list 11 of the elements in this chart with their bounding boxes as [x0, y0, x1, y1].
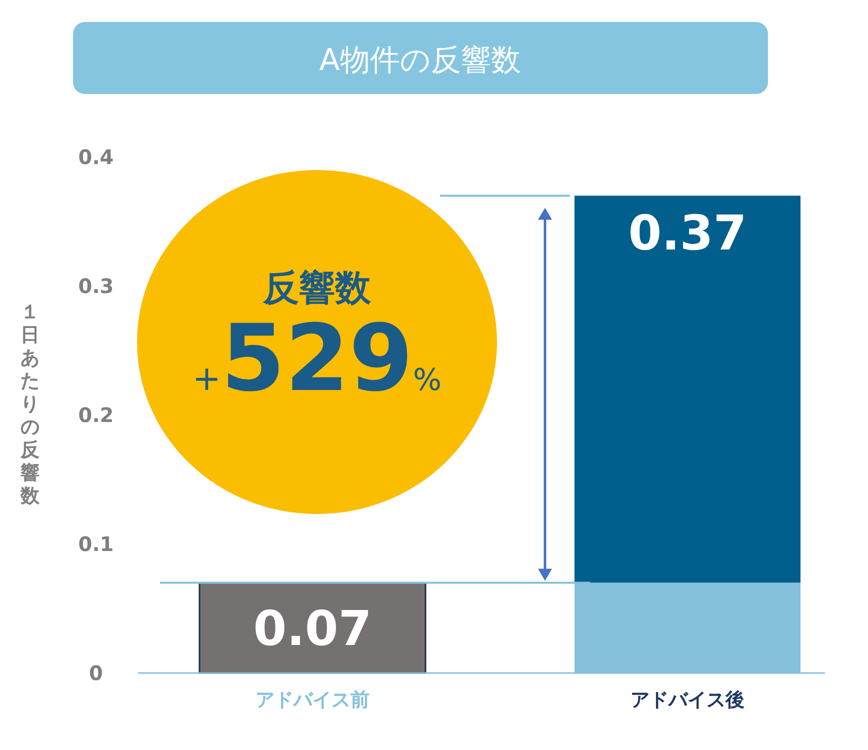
y-tick-label: 0.2: [78, 403, 114, 427]
y-tick-label: 0: [89, 661, 103, 685]
y-tick-label: 0.3: [78, 274, 114, 298]
x-tick-label: アドバイス前: [256, 689, 370, 711]
x-tick-label: アドバイス後: [630, 689, 744, 711]
y-tick-label: 0.1: [78, 532, 114, 556]
total-label: 0.37: [628, 206, 747, 262]
chart-title: A物件の反響数: [319, 43, 521, 78]
data-label: 0.07: [253, 600, 372, 657]
y-tick-label: 0.4: [78, 145, 114, 169]
text: １日あたりの反響数: [20, 301, 40, 507]
